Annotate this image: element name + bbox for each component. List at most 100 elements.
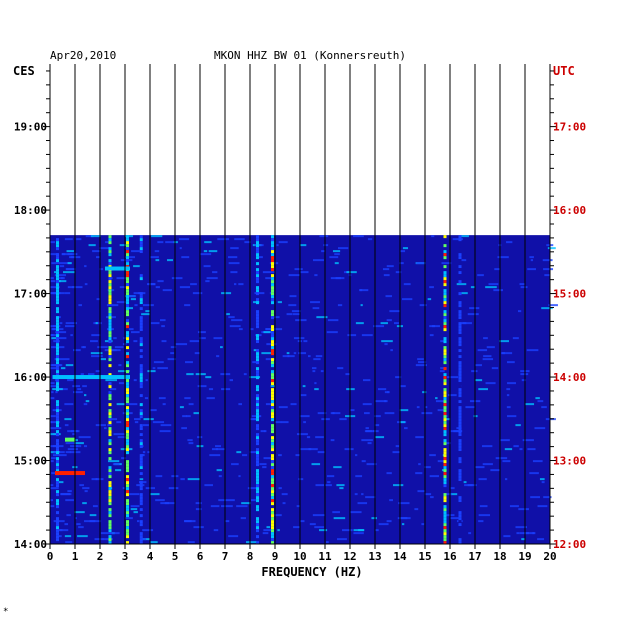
- heatmap-cell: [74, 511, 85, 514]
- heatmap-cell: [278, 454, 282, 457]
- line-cell: [108, 262, 112, 266]
- line-cell: [126, 241, 129, 245]
- line-cell: [443, 253, 447, 257]
- heatmap-cell: [490, 469, 501, 472]
- line-cell: [139, 319, 143, 323]
- heatmap-cell: [424, 406, 428, 409]
- heatmap-cell: [353, 532, 364, 535]
- heatmap-cell: [142, 529, 154, 532]
- heatmap-cell: [211, 448, 218, 451]
- heatmap-cell: [392, 451, 401, 454]
- heatmap-cell: [521, 538, 526, 541]
- heatmap-cell: [295, 319, 307, 322]
- line-cell: [108, 439, 112, 443]
- heatmap-cell: [122, 487, 126, 490]
- line-cell: [271, 418, 274, 422]
- line-cell: [139, 355, 143, 359]
- line-cell: [256, 310, 259, 314]
- line-cell: [458, 310, 462, 314]
- line-cell: [139, 445, 143, 449]
- line-cell: [108, 235, 112, 239]
- line-cell: [256, 253, 259, 257]
- heatmap-cell: [324, 484, 332, 487]
- line-cell: [256, 481, 259, 485]
- line-cell: [443, 250, 447, 254]
- line-cell: [271, 463, 274, 467]
- heatmap-cell: [502, 460, 511, 463]
- line-cell: [256, 418, 259, 422]
- line-cell: [256, 517, 259, 521]
- heatmap-cell: [247, 487, 257, 490]
- line-cell: [271, 358, 274, 362]
- line-cell: [139, 271, 143, 275]
- line-cell: [458, 319, 462, 323]
- line-cell: [443, 427, 447, 431]
- heatmap-cell: [130, 508, 138, 511]
- heatmap-cell: [479, 505, 488, 508]
- line-cell: [443, 520, 447, 524]
- line-cell: [271, 472, 274, 476]
- line-cell: [443, 376, 447, 380]
- heatmap-cell: [375, 400, 387, 403]
- heatmap-cell: [517, 310, 522, 313]
- line-cell: [443, 424, 447, 428]
- heatmap-cell: [72, 385, 80, 388]
- heatmap-cell: [269, 292, 273, 295]
- heatmap-cell: [65, 325, 76, 328]
- heatmap-cell: [282, 502, 286, 505]
- line-cell: [458, 538, 462, 542]
- line-cell: [256, 376, 259, 380]
- line-cell: [256, 472, 259, 476]
- line-cell: [126, 346, 129, 350]
- line-cell: [108, 508, 112, 512]
- line-cell: [126, 400, 129, 404]
- line-cell: [443, 382, 447, 386]
- axes: 14:00 15:00 16:00 17:00 18:00 19:00 12:00 13:00…: [14, 64, 586, 563]
- heatmap-cell: [397, 517, 408, 520]
- line-cell: [458, 391, 462, 395]
- line-cell: [271, 361, 274, 365]
- heatmap-cell: [155, 475, 163, 478]
- line-cell: [458, 481, 462, 485]
- heatmap-cell: [310, 301, 320, 304]
- line-cell: [108, 466, 112, 470]
- line-cell: [271, 277, 274, 281]
- line-cell: [56, 388, 59, 392]
- line-cell: [56, 448, 59, 452]
- heatmap-cell: [501, 352, 513, 355]
- line-cell: [56, 271, 59, 275]
- heatmap-cell: [289, 295, 297, 298]
- line-cell: [271, 325, 274, 329]
- line-cell: [271, 280, 274, 284]
- line-cell: [256, 451, 259, 455]
- heatmap-cell: [185, 361, 193, 364]
- heatmap-cell: [112, 463, 120, 466]
- line-cell: [56, 463, 59, 467]
- heatmap-cell: [221, 388, 231, 391]
- line-cell: [271, 250, 274, 254]
- heatmap-cell: [124, 517, 133, 520]
- line-cell: [139, 541, 143, 545]
- line-cell: [443, 283, 447, 287]
- heatmap-cell: [543, 496, 552, 499]
- heatmap-cell: [175, 343, 188, 346]
- line-cell: [126, 502, 129, 506]
- heatmap-cell: [429, 286, 434, 289]
- heatmap-cell: [62, 271, 75, 274]
- x-tick-label: 13: [368, 550, 381, 563]
- heatmap-cell: [149, 409, 157, 412]
- heatmap-cell: [509, 505, 519, 508]
- heatmap-cell: [327, 481, 331, 484]
- heatmap-cell: [134, 418, 141, 421]
- heatmap-cell: [311, 367, 317, 370]
- line-cell: [458, 415, 462, 419]
- heatmap-cell: [399, 409, 409, 412]
- line-cell: [56, 490, 59, 494]
- line-cell: [139, 358, 143, 362]
- heatmap-cell: [529, 256, 534, 259]
- line-cell: [256, 373, 259, 377]
- heatmap-cell: [124, 256, 135, 259]
- line-cell: [108, 490, 112, 494]
- line-cell: [271, 256, 274, 260]
- line-cell: [108, 322, 112, 326]
